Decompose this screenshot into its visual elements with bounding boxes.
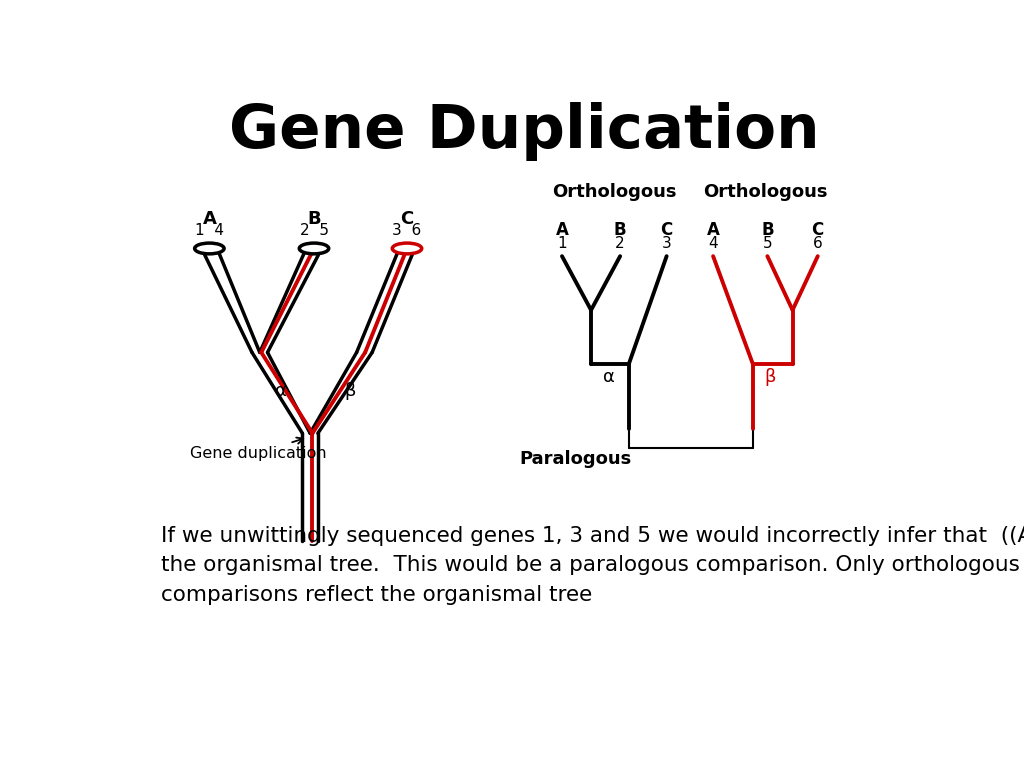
Ellipse shape: [299, 243, 329, 254]
Text: 1  4: 1 4: [195, 223, 224, 238]
Text: Orthologous: Orthologous: [703, 183, 827, 200]
Text: A: A: [556, 221, 568, 239]
Text: B: B: [613, 221, 627, 239]
Text: α: α: [603, 368, 614, 386]
Text: 2  5: 2 5: [299, 223, 329, 238]
Text: Paralogous: Paralogous: [519, 450, 632, 468]
Text: Gene Duplication: Gene Duplication: [229, 102, 820, 161]
Text: 5: 5: [763, 236, 772, 251]
Text: 3: 3: [662, 236, 672, 251]
Text: β: β: [345, 382, 356, 400]
Text: 1: 1: [557, 236, 567, 251]
Text: Orthologous: Orthologous: [552, 183, 677, 200]
Text: 6: 6: [813, 236, 822, 251]
Text: A: A: [707, 221, 720, 239]
Text: B: B: [761, 221, 774, 239]
Text: 3  6: 3 6: [392, 223, 422, 238]
Text: A: A: [203, 210, 216, 227]
Text: C: C: [812, 221, 824, 239]
Text: Gene duplication: Gene duplication: [190, 438, 327, 461]
Text: B: B: [307, 210, 321, 227]
Text: If we unwittingly sequenced genes 1, 3 and 5 we would incorrectly infer that  ((: If we unwittingly sequenced genes 1, 3 a…: [161, 525, 1024, 605]
Text: β: β: [765, 368, 776, 386]
Ellipse shape: [195, 243, 224, 254]
Text: α: α: [274, 382, 287, 400]
Text: 4: 4: [709, 236, 718, 251]
Text: C: C: [660, 221, 673, 239]
Text: 2: 2: [615, 236, 625, 251]
Ellipse shape: [392, 243, 422, 254]
Text: C: C: [400, 210, 414, 227]
